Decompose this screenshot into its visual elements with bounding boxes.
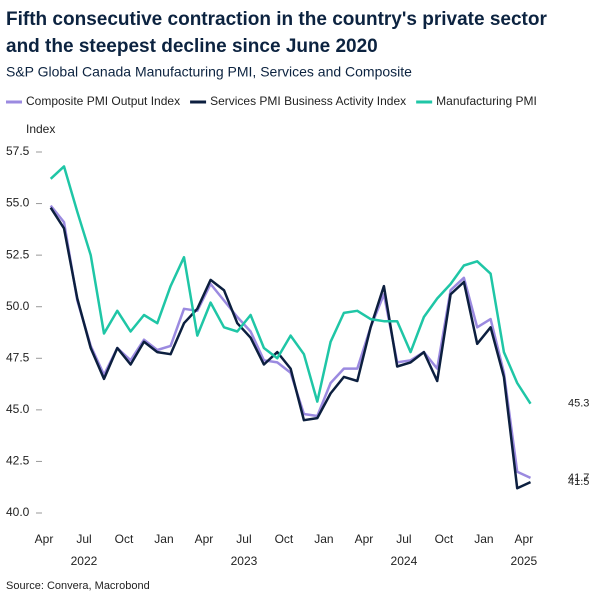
- x-tick-label: Apr: [515, 532, 534, 546]
- chart-subtitle: S&P Global Canada Manufacturing PMI, Ser…: [6, 64, 412, 80]
- y-tick-label: 57.5: [6, 144, 30, 158]
- x-tick-label: Jul: [396, 532, 411, 546]
- end-value-label: 41.7: [568, 472, 589, 484]
- legend-label: Services PMI Business Activity Index: [210, 94, 406, 108]
- legend-label: Manufacturing PMI: [436, 94, 537, 108]
- x-year-label: 2024: [391, 554, 418, 568]
- x-tick-label: Jul: [236, 532, 251, 546]
- x-year-label: 2023: [231, 554, 258, 568]
- series-line: [49, 207, 532, 490]
- chart-title: and the steepest decline since June 2020: [6, 36, 378, 57]
- x-tick-label: Apr: [355, 532, 374, 546]
- y-tick-label: 50.0: [6, 299, 30, 313]
- x-year-label: 2025: [511, 554, 538, 568]
- y-tick-label: 47.5: [6, 350, 30, 364]
- legend-label: Composite PMI Output Index: [26, 94, 180, 108]
- y-tick-label: 55.0: [6, 196, 30, 210]
- y-tick-label: 45.0: [6, 402, 30, 416]
- end-value-label: 45.3: [568, 398, 589, 410]
- y-tick-label: 40.0: [6, 505, 30, 519]
- y-tick-label: 42.5: [6, 454, 30, 468]
- series-line: [49, 204, 532, 480]
- chart-title: Fifth consecutive contraction in the cou…: [6, 9, 547, 30]
- source: Source: Convera, Macrobond: [6, 580, 150, 592]
- x-tick-label: Oct: [115, 532, 134, 546]
- y-axis-label: Index: [26, 122, 55, 136]
- x-tick-label: Jan: [474, 532, 493, 546]
- x-tick-label: Jan: [314, 532, 333, 546]
- x-year-label: 2022: [71, 554, 98, 568]
- end-value-label: 41.5: [568, 476, 589, 488]
- x-tick-label: Apr: [195, 532, 214, 546]
- x-tick-label: Jan: [154, 532, 173, 546]
- series-line: [49, 165, 532, 405]
- y-tick-label: 52.5: [6, 247, 30, 261]
- x-tick-label: Oct: [435, 532, 454, 546]
- x-tick-label: Apr: [35, 532, 54, 546]
- x-tick-label: Jul: [76, 532, 91, 546]
- x-tick-label: Oct: [275, 532, 294, 546]
